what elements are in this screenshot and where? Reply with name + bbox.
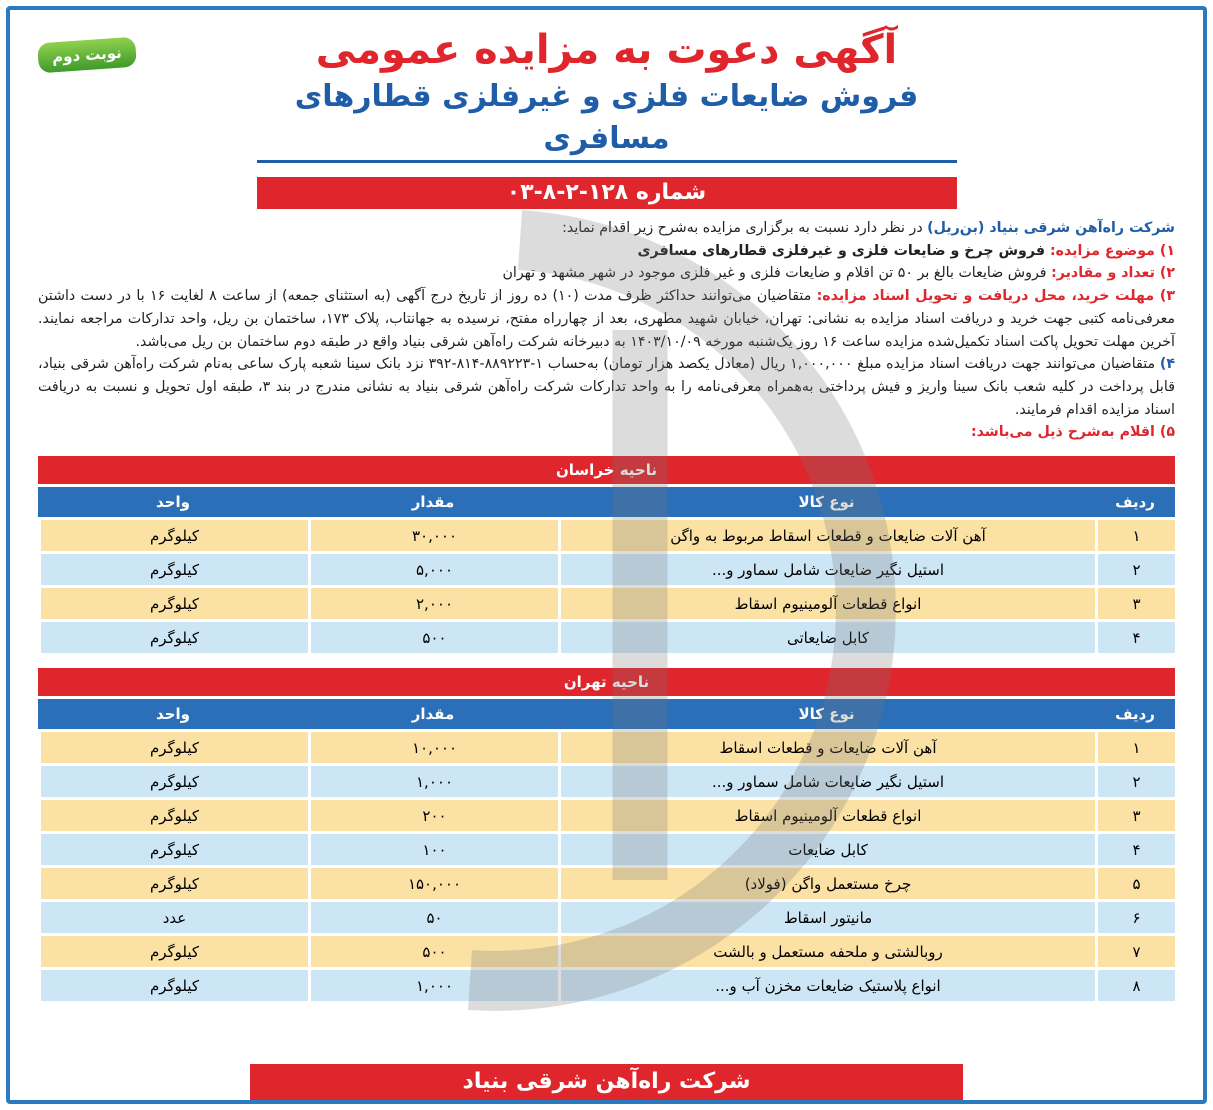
table-row: ۴ کابل ضایعاتی ۵۰۰ کیلوگرم [38,622,1175,654]
table-cell: انواع قطعات آلومینیوم اسقاط [558,588,1095,620]
table-cell: کیلوگرم [38,936,308,968]
table-cell: کابل ضایعات [558,834,1095,866]
clause-4: ۴) متقاضیان می‌توانند جهت دریافت اسناد م… [38,353,1175,421]
clause-1: ۱) موضوع مزایده: فروش چرخ و ضایعات فلزی … [38,240,1175,263]
table-cell: چرخ مستعمل واگن (فولاد) [558,868,1095,900]
clause-label: ۳) مهلت خرید، محل دریافت و تحویل اسناد م… [816,288,1176,305]
table-cell: کیلوگرم [38,868,308,900]
table-cell: ۴ [1095,622,1175,654]
column-header: مقدار [308,699,558,730]
table-cell: ۴ [1095,834,1175,866]
clause-label: ۵) اقلام به‌شرح ذیل می‌باشد: [970,424,1175,441]
table-cell: ۵۰۰ [308,622,558,654]
table-cell: کیلوگرم [38,554,308,586]
table-cell: ۲ [1095,554,1175,586]
table-cell: ۱,۰۰۰ [308,766,558,798]
table-cell: ۲,۰۰۰ [308,588,558,620]
table-cell: ۷ [1095,936,1175,968]
table-cell: ۱۵۰,۰۰۰ [308,868,558,900]
table-cell: ۱۰۰ [308,834,558,866]
table-cell: ۵۰۰ [308,936,558,968]
table-row: ۲ استیل نگیر ضایعات شامل سماور و... ۵,۰۰۰ ک… [38,554,1175,586]
clause-label: ۱) موضوع مزایده: [1049,242,1175,259]
column-header: نوع کالا [558,487,1095,518]
table-cell: ۱ [1095,520,1175,552]
table-cell: ۵ [1095,868,1175,900]
intro: شرکت راه‌آهن شرقی بنیاد (بن‌ریل) در نظر … [38,217,1175,240]
table-cell: کیلوگرم [38,800,308,832]
table-cell: کیلوگرم [38,766,308,798]
table-row: ۶ مانیتور اسقاط ۵۰ عدد [38,902,1175,934]
column-header: واحد [38,487,308,518]
company-name: شرکت راه‌آهن شرقی بنیاد (بن‌ریل) [927,220,1175,236]
table-cell: روبالشتی و ملحفه مستعمل و بالشت [558,936,1095,968]
footer-company: شرکت راه‌آهن شرقی بنیاد [250,1064,963,1100]
page-subtitle: فروش ضایعات فلزی و غیرفلزی قطارهای مسافر… [256,76,957,163]
region-header: ناحیه تهران [38,668,1175,697]
column-header: نوع کالا [558,699,1095,730]
table-row: ۷ روبالشتی و ملحفه مستعمل و بالشت ۵۰۰ کیلوگ… [38,936,1175,968]
table-cell: آهن آلات ضایعات و قطعات اسقاط [558,732,1095,764]
table-cell: کیلوگرم [38,834,308,866]
table-cell: کیلوگرم [38,732,308,764]
table-cell: آهن آلات ضایعات و قطعات اسقاط مربوط به و… [558,520,1095,552]
table-cell: ۲ [1095,766,1175,798]
auction-number: شماره ۱۲۸-۲-۸-۰۳ [256,177,957,209]
table-row: ۱ آهن آلات ضایعات و قطعات اسقاط ۱۰,۰۰۰ کیلو… [38,732,1175,764]
page-title: آگهی دعوت به مزایده عمومی [315,27,898,73]
region-header: ناحیه خراسان [38,456,1175,485]
table-row: ۱ آهن آلات ضایعات و قطعات اسقاط مربوط به … [38,520,1175,552]
table-row: ۵ چرخ مستعمل واگن (فولاد) ۱۵۰,۰۰۰ کیلوگرم [38,868,1175,900]
table-cell: ۱۰,۰۰۰ [308,732,558,764]
advertisement: نوبت دوم آگهی دعوت به مزایده عمومی فروش … [6,6,1207,1104]
items-table: ردیف نوع کالا مقدار واحد ۱ آهن آلات ضایعات و … [38,484,1175,656]
table-cell: کابل ضایعاتی [558,622,1095,654]
table-cell: انواع قطعات آلومینیوم اسقاط [558,800,1095,832]
table-header: ردیف نوع کالا مقدار واحد [38,699,1175,730]
table-row: ۳ انواع قطعات آلومینیوم اسقاط ۲,۰۰۰ کیلوگرم [38,588,1175,620]
table-cell: ۵,۰۰۰ [308,554,558,586]
table-cell: مانیتور اسقاط [558,902,1095,934]
intro-text: در نظر دارد نسبت به برگزاری مزایده به‌شر… [562,220,928,236]
table-cell: استیل نگیر ضایعات شامل سماور و... [558,554,1095,586]
clause-text: فروش چرخ و ضایعات فلزی و غیرفلزی قطارهای… [637,242,1050,259]
table-cell: ۱,۰۰۰ [308,970,558,1002]
clause-text: فروش ضایعات بالغ بر ۵۰ تن اقلام و ضایعات… [502,265,1052,282]
table-cell: کیلوگرم [38,520,308,552]
items-table: ردیف نوع کالا مقدار واحد ۱ آهن آلات ضایعات و … [38,696,1175,1004]
table-cell: کیلوگرم [38,588,308,620]
table-cell: ۳۰,۰۰۰ [308,520,558,552]
clause-text: متقاضیان می‌توانند حداکثر ظرف مدت (۱۰) د… [38,288,1176,350]
clause-text: متقاضیان می‌توانند جهت دریافت اسناد مزای… [38,356,1175,418]
clause-label: ۲) تعداد و مقادیر: [1051,265,1175,282]
table-cell: ۶ [1095,902,1175,934]
table-cell: انواع پلاستیک ضایعات مخزن آب و... [558,970,1095,1002]
table-row: ۲ استیل نگیر ضایعات شامل سماور و... ۱,۰۰۰ ک… [38,766,1175,798]
column-header: واحد [38,699,308,730]
table-cell: ۳ [1095,588,1175,620]
table-cell: ۱ [1095,732,1175,764]
table-cell: ۵۰ [308,902,558,934]
items-table-1: ناحیه تهران ردیف نوع کالا مقدار واحد ۱ آهن آلا… [38,668,1175,1004]
table-cell: کیلوگرم [38,622,308,654]
clause-2: ۲) تعداد و مقادیر: فروش ضایعات بالغ بر ۵… [38,262,1175,285]
items-table-0: ناحیه خراسان ردیف نوع کالا مقدار واحد ۱ آهن آل… [38,456,1175,656]
column-header: مقدار [308,487,558,518]
table-cell: کیلوگرم [38,970,308,1002]
column-header: ردیف [1095,487,1175,518]
table-row: ۴ کابل ضایعات ۱۰۰ کیلوگرم [38,834,1175,866]
table-cell: استیل نگیر ضایعات شامل سماور و... [558,766,1095,798]
clause-label: ۴) [1159,356,1175,373]
table-row: ۸ انواع پلاستیک ضایعات مخزن آب و... ۱,۰۰۰ ک… [38,970,1175,1002]
table-header: ردیف نوع کالا مقدار واحد [38,487,1175,518]
clause-5: ۵) اقلام به‌شرح ذیل می‌باشد: [38,421,1175,444]
table-cell: عدد [38,902,308,934]
column-header: ردیف [1095,699,1175,730]
table-cell: ۸ [1095,970,1175,1002]
table-cell: ۳ [1095,800,1175,832]
table-row: ۳ انواع قطعات آلومینیوم اسقاط ۲۰۰ کیلوگرم [38,800,1175,832]
clause-3: ۳) مهلت خرید، محل دریافت و تحویل اسناد م… [38,285,1175,353]
table-cell: ۲۰۰ [308,800,558,832]
auction-body: شرکت راه‌آهن شرقی بنیاد (بن‌ریل) در نظر … [38,217,1175,444]
